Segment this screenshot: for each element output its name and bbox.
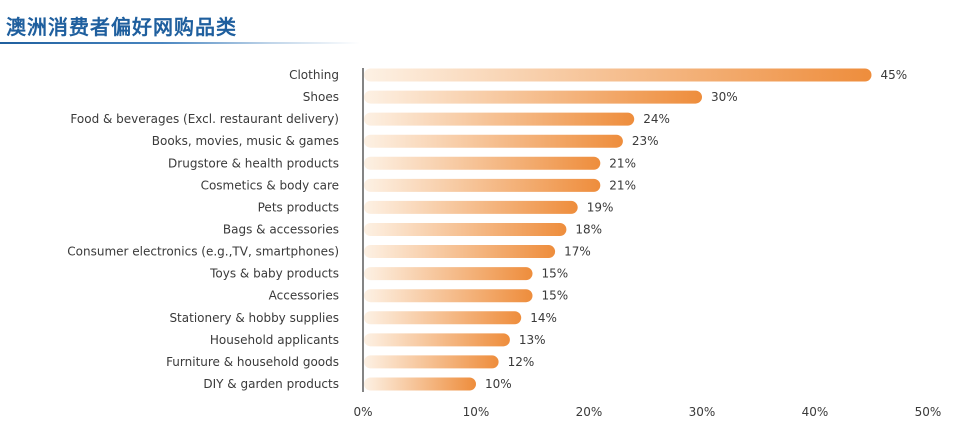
category-label: Consumer electronics (e.g.,TV, smartphon… (67, 245, 339, 259)
bar (364, 267, 533, 281)
axes: 0% 10% 20% 30% 40% 50% (353, 68, 941, 419)
category-label: Accessories (269, 289, 339, 303)
value-label: 21% (609, 178, 636, 192)
value-label: 45% (881, 68, 908, 82)
value-label: 19% (587, 200, 614, 214)
value-label: 14% (530, 311, 557, 325)
page-title: 澳洲消费者偏好网购品类 (6, 15, 237, 39)
category-label: Food & beverages (Excl. restaurant deliv… (70, 112, 339, 126)
bar (364, 311, 522, 325)
bar (364, 245, 556, 259)
bar (364, 200, 578, 214)
x-tick-label: 50% (915, 405, 942, 419)
bar (364, 90, 702, 104)
bars-layer (364, 68, 872, 391)
value-label: 10% (485, 377, 512, 391)
bar (364, 156, 601, 170)
bar (364, 289, 533, 303)
x-tick-label: 30% (689, 405, 716, 419)
bar (364, 355, 499, 369)
x-tick-label: 10% (463, 405, 490, 419)
value-label: 15% (542, 267, 569, 281)
bar (364, 333, 510, 347)
value-label: 24% (643, 112, 670, 126)
value-label: 12% (508, 355, 535, 369)
category-label: Toys & baby products (209, 267, 339, 281)
title-underline (0, 42, 360, 44)
category-label: Drugstore & health products (168, 156, 339, 170)
bar (364, 112, 635, 126)
bar (364, 134, 623, 148)
category-label: Pets products (258, 200, 339, 214)
value-label: 30% (711, 90, 738, 104)
category-label: Books, movies, music & games (152, 134, 339, 148)
value-labels: 45% 30% 24% 23% 21% 21% 19% 18% 17% 15% 15% 14% 13% 1… (485, 68, 907, 391)
value-label: 23% (632, 134, 659, 148)
value-label: 21% (609, 156, 636, 170)
value-label: 18% (575, 222, 602, 236)
value-label: 17% (564, 245, 591, 259)
x-tick-label: 40% (802, 405, 829, 419)
bar (364, 68, 872, 82)
category-label: Cosmetics & body care (201, 178, 339, 192)
value-label: 15% (542, 289, 569, 303)
bar (364, 222, 567, 236)
category-label: DIY & garden products (203, 377, 339, 391)
x-tick-label: 20% (576, 405, 603, 419)
category-label: Clothing (289, 68, 339, 82)
category-label: Household applicants (210, 333, 339, 347)
value-label: 13% (519, 333, 546, 347)
x-tick-label: 0% (353, 405, 372, 419)
category-label: Bags & accessories (223, 222, 339, 236)
bar (364, 377, 476, 391)
category-labels: Clothing Shoes Food & beverages (Excl. res… (67, 68, 339, 391)
category-label: Shoes (303, 90, 339, 104)
category-label: Stationery & hobby supplies (169, 311, 339, 325)
bar (364, 178, 601, 192)
category-label: Furniture & household goods (166, 355, 339, 369)
